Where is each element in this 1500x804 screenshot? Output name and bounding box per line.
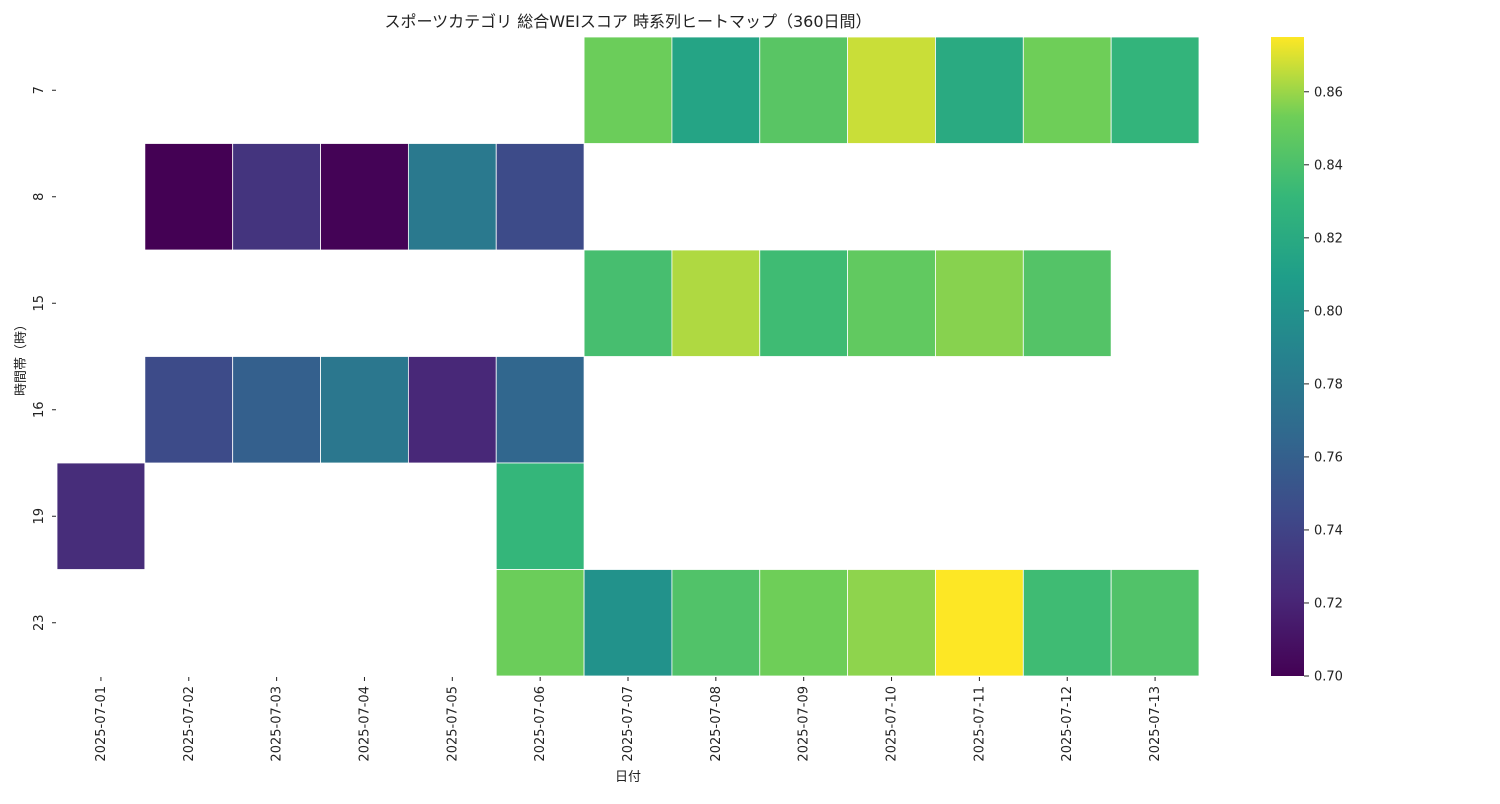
heatmap-cell xyxy=(144,356,234,464)
heatmap-cell xyxy=(407,356,497,464)
heatmap-cell xyxy=(671,249,761,357)
x-tick-label: 2025-07-07 xyxy=(621,686,636,762)
heatmap-cell xyxy=(232,356,321,464)
heatmap-cell xyxy=(847,249,936,357)
colorbar-tick-label: 0.80 xyxy=(1314,304,1343,319)
heatmap-cell xyxy=(759,36,849,144)
x-axis-label: 日付 xyxy=(615,770,641,785)
heatmap-cell xyxy=(583,249,673,357)
heatmap-cell xyxy=(759,249,849,357)
x-tick-label: 2025-07-01 xyxy=(94,686,109,762)
heatmap-cell xyxy=(1110,569,1200,677)
y-axis-label: 時間帯（時） xyxy=(14,318,29,396)
y-tick-label: 15 xyxy=(32,295,47,312)
colorbar: 0.70 0.72 0.74 0.76 0.78 0.80 0.82 0.84 0.86 xyxy=(1271,37,1343,685)
colorbar-tick-label: 0.84 xyxy=(1314,158,1343,173)
heatmap-cell xyxy=(320,143,409,251)
colorbar-tick-label: 0.70 xyxy=(1314,670,1343,685)
heatmap-cell xyxy=(935,36,1024,144)
y-tick-label: 8 xyxy=(32,193,47,201)
heatmap-cell xyxy=(847,36,936,144)
x-tick-label: 2025-07-13 xyxy=(1148,686,1163,762)
x-tick-label: 2025-07-05 xyxy=(445,686,460,762)
heatmap-cell xyxy=(495,569,585,677)
heatmap-cell xyxy=(1022,569,1112,677)
heatmap-cell xyxy=(495,356,585,464)
x-tick-label: 2025-07-09 xyxy=(797,686,812,762)
x-tick-label: 2025-07-06 xyxy=(533,686,548,762)
heatmap-cell xyxy=(407,143,497,251)
heatmap-cell xyxy=(495,143,585,251)
heatmap-cell xyxy=(847,569,936,677)
heatmap-cell xyxy=(320,356,409,464)
heatmap-cell xyxy=(495,462,585,570)
heatmap-cell xyxy=(759,569,849,677)
heatmap-cell xyxy=(935,569,1024,677)
heatmap-cell xyxy=(583,569,673,677)
colorbar-tick-label: 0.86 xyxy=(1314,85,1343,100)
x-tick-label: 2025-07-08 xyxy=(709,686,724,762)
colorbar-tick-label: 0.76 xyxy=(1314,450,1343,465)
x-tick-label: 2025-07-10 xyxy=(885,686,900,762)
heatmap-cell xyxy=(56,462,146,570)
heatmap-cell xyxy=(671,36,761,144)
heatmap-cell xyxy=(583,36,673,144)
y-tick-label: 16 xyxy=(32,401,47,418)
x-axis: 2025-07-01 2025-07-02 2025-07-03 2025-07-04… xyxy=(94,677,1163,762)
heatmap-cell xyxy=(1110,36,1200,144)
colorbar-tick-label: 0.78 xyxy=(1314,377,1343,392)
x-tick-label: 2025-07-02 xyxy=(182,686,197,762)
x-tick-label: 2025-07-11 xyxy=(972,686,987,762)
heatmap-cell xyxy=(935,249,1024,357)
colorbar-gradient xyxy=(1271,37,1304,676)
x-tick-label: 2025-07-12 xyxy=(1060,686,1075,762)
colorbar-tick-label: 0.82 xyxy=(1314,231,1343,246)
heatmap-cell xyxy=(671,569,761,677)
colorbar-tick-label: 0.74 xyxy=(1314,523,1343,538)
chart-title: スポーツカテゴリ 総合WEIスコア 時系列ヒートマップ（360日間） xyxy=(384,12,871,31)
y-tick-label: 19 xyxy=(32,508,47,525)
y-tick-label: 23 xyxy=(32,614,47,631)
heatmap-cell xyxy=(232,143,321,251)
heatmap-cell xyxy=(1022,36,1112,144)
x-tick-label: 2025-07-04 xyxy=(357,686,372,762)
heatmap-cell xyxy=(144,143,234,251)
heatmap-cell xyxy=(1022,249,1112,357)
heatmap-cells xyxy=(56,36,1200,677)
y-axis: 7 8 15 16 19 23 xyxy=(32,86,56,631)
colorbar-tick-label: 0.72 xyxy=(1314,596,1343,611)
x-tick-label: 2025-07-03 xyxy=(270,686,285,762)
y-tick-label: 7 xyxy=(32,86,47,94)
